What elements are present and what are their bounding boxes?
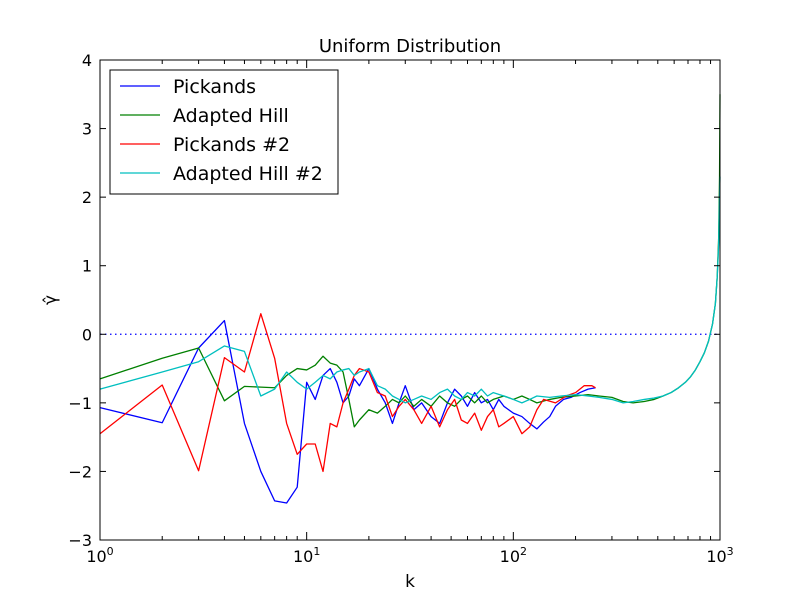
legend-label-1: Pickands (173, 76, 256, 98)
series-layer (99, 94, 721, 504)
y-tick-label: 0 (82, 325, 92, 344)
x-tick-label: 102 (500, 545, 527, 566)
y-axis-label: γ̂ (41, 295, 61, 305)
chart-title: Uniform Distribution (319, 36, 501, 57)
y-tick-label: 4 (82, 51, 92, 70)
plot-frame (99, 59, 721, 541)
x-axis-label: k (405, 572, 415, 592)
legend-label-4: Adapted Hill #2 (173, 163, 323, 185)
y-tick-label: −2 (68, 462, 92, 481)
x-tick-label: 100 (86, 545, 113, 566)
x-tick-label: 103 (706, 545, 733, 566)
y-tick-label: −3 (68, 531, 92, 550)
series-line-4 (99, 176, 721, 404)
legend-label-2: Adapted Hill (173, 105, 289, 127)
y-tick-label: 1 (82, 257, 92, 276)
y-tick-label: 3 (82, 120, 92, 139)
series-line-3 (99, 313, 596, 473)
y-tick-label: −1 (68, 394, 92, 413)
y-tick-label: 2 (82, 188, 92, 207)
ticks-layer: −3 −2 −1 0 1 2 3 4 100 101 102 103 (68, 51, 733, 566)
series-line-1 (99, 319, 596, 504)
legend-label-3: Pickands #2 (173, 134, 290, 156)
x-tick-label: 101 (293, 545, 320, 566)
legend: Pickands Adapted Hill Pickands #2 Adapted H… (109, 69, 339, 195)
